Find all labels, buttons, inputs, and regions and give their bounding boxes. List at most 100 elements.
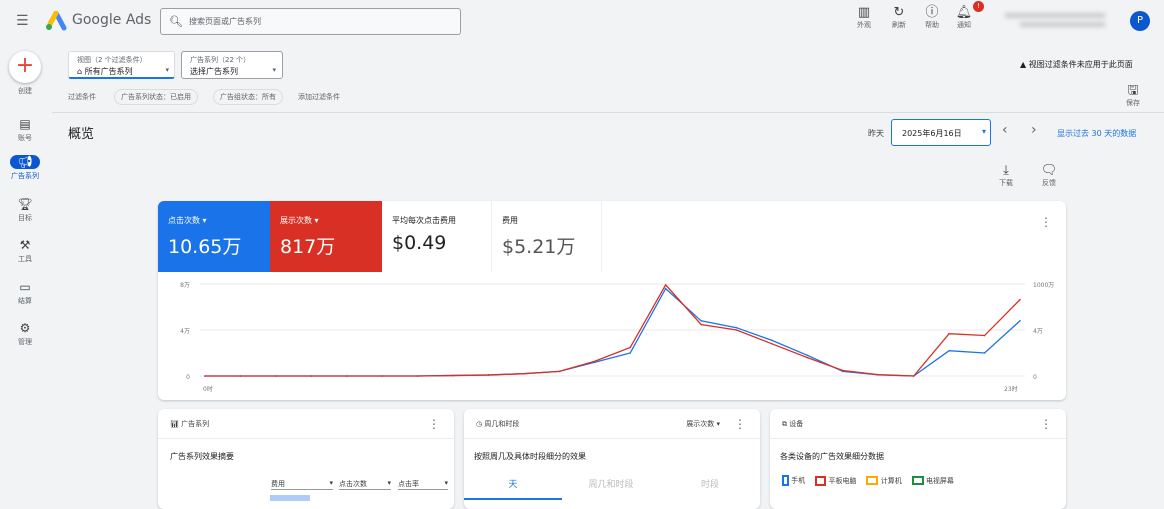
- metric-value: $5.21万: [502, 236, 576, 258]
- metric-cost[interactable]: 费用 $5.21万: [492, 201, 602, 272]
- campaign-icon: 📢︎: [10, 155, 40, 169]
- legend-computer: 计算机: [866, 476, 902, 486]
- data-point-impressions: [842, 369, 844, 372]
- sidebar-item-label: 目标: [18, 214, 32, 222]
- devices-card: ⧉ 设备 ⋮ 各类设备的广告效果细分数据 手机 平板电脑 计算机 电视屏幕: [770, 409, 1066, 509]
- metric-value: $0.49: [392, 232, 447, 254]
- sidebar-item-account[interactable]: ▤ 账号: [0, 117, 50, 143]
- metric-impressions[interactable]: 展示次数 ▾ 817万: [270, 201, 382, 272]
- right-axis-tick: 1000万: [1033, 282, 1054, 289]
- more-options-icon[interactable]: ⋮: [1040, 417, 1052, 431]
- avatar[interactable]: P: [1130, 11, 1150, 31]
- save-button[interactable]: 🖫 保存: [1119, 84, 1147, 108]
- appearance-label: 外观: [857, 21, 871, 29]
- help-button[interactable]: ⓘ 帮助: [918, 6, 946, 30]
- add-filter-link[interactable]: 添加过滤条件: [298, 93, 340, 101]
- data-point-impressions: [452, 374, 454, 377]
- notification-badge: !: [973, 1, 984, 12]
- page-title: 概览: [68, 127, 95, 142]
- more-options-icon[interactable]: ⋮: [428, 417, 440, 431]
- account-info-blurred: [1005, 13, 1105, 18]
- app-title: Google Ads: [72, 12, 152, 28]
- legend-label: 手机: [791, 476, 806, 485]
- tv-icon: [911, 476, 924, 485]
- data-point-clicks: [1019, 320, 1021, 322]
- metric-avg-cpc[interactable]: 平均每次点击费用 $0.49: [382, 201, 492, 272]
- filter-chip-adgroup-status[interactable]: 广告组状态：所有: [213, 89, 283, 105]
- data-point-clicks: [664, 287, 667, 290]
- notifications-button[interactable]: 🔔︎ 通知: [950, 6, 978, 30]
- warning-icon: ▲: [1020, 60, 1029, 69]
- tab-time[interactable]: 时段: [700, 480, 719, 490]
- data-point-impressions: [345, 375, 348, 377]
- download-icon: ⤓: [1003, 163, 1009, 178]
- view-selector[interactable]: 视图（2 个过滤条件） ⌂ 所有广告系列 ▾: [68, 51, 175, 79]
- search-placeholder: 搜索页面或广告系列: [188, 17, 261, 26]
- prev-date-button[interactable]: ‹: [1002, 122, 1008, 138]
- show-30-days-link[interactable]: 显示过去 30 天的数据: [1057, 129, 1137, 138]
- bell-icon: 🔔︎: [955, 5, 973, 20]
- data-point-impressions: [1019, 298, 1021, 301]
- computer-icon: [866, 476, 879, 485]
- feedback-icon: 🗨︎: [1040, 163, 1058, 178]
- data-point-impressions: [806, 356, 809, 359]
- data-point-impressions: [948, 332, 950, 335]
- sidebar-item-admin[interactable]: ⚙ 管理: [0, 321, 50, 347]
- data-point-clicks: [700, 320, 702, 322]
- day-time-card: ◷ 周几和时段 展示次数 ▾ ⋮ 按照周几及具体时段细分的效果 天 周几和时段 时段: [464, 409, 760, 509]
- more-options-icon[interactable]: ⋮: [734, 417, 746, 431]
- help-icon: ⓘ: [925, 5, 939, 20]
- search-icon: 🔍︎: [169, 15, 183, 28]
- home-icon: ⌂: [77, 67, 85, 76]
- data-point-impressions: [416, 375, 419, 377]
- sidebar-item-label: 账号: [18, 134, 32, 142]
- sidebar-item-label: 广告系列: [11, 172, 39, 180]
- filter-label: 过滤条件: [68, 93, 96, 101]
- feedback-button[interactable]: 🗨︎ 反馈: [1035, 164, 1063, 188]
- sidebar-item-billing[interactable]: ▭ 结算: [0, 280, 50, 306]
- sidebar-item-tools[interactable]: ⚒ 工具: [0, 238, 50, 264]
- column-select-cost[interactable]: 费用 ▾: [271, 479, 333, 490]
- metric-clicks[interactable]: 点击次数 ▾ 10.65万: [158, 201, 270, 272]
- metric-label: 平均每次点击费用: [392, 216, 456, 225]
- date-picker[interactable]: 2025年6月16日 ▾: [891, 119, 991, 146]
- filter-chip-campaign-status[interactable]: 广告系列状态：已启用: [114, 89, 198, 105]
- metric-value: 817万: [280, 236, 336, 258]
- dropdown-value: 展示次数: [686, 420, 715, 428]
- dropdown-icon: ▾: [165, 66, 169, 74]
- data-point-impressions: [593, 360, 596, 363]
- dropdown-icon: ▾: [272, 66, 276, 74]
- more-options-icon[interactable]: ⋮: [1040, 215, 1052, 229]
- refresh-label: 刷新: [892, 21, 906, 29]
- series-line-clicks: [205, 287, 1021, 377]
- create-button[interactable]: +: [9, 51, 41, 83]
- next-date-button[interactable]: ›: [1031, 122, 1037, 138]
- gear-icon: ⚙: [19, 321, 31, 335]
- column-select-ctr[interactable]: 点击率 ▾: [398, 479, 448, 490]
- tab-day-and-time[interactable]: 周几和时段: [588, 480, 634, 490]
- tab-day[interactable]: 天: [464, 475, 562, 500]
- column-select-clicks[interactable]: 点击次数 ▾: [339, 479, 391, 490]
- data-point-impressions: [204, 375, 206, 377]
- campaign-selector[interactable]: 广告系列（22 个） 选择广告系列 ▾: [181, 51, 283, 79]
- appearance-icon: ▥: [857, 5, 871, 20]
- refresh-button[interactable]: ↻ 刷新: [885, 6, 913, 30]
- appearance-button[interactable]: ▥ 外观: [850, 6, 878, 30]
- campaign-value: 选择广告系列: [190, 67, 238, 76]
- data-point-clicks: [771, 339, 773, 342]
- column-label: 点击次数: [339, 480, 367, 488]
- right-axis-tick: 4万: [1033, 328, 1043, 335]
- data-point-clicks: [983, 352, 986, 354]
- trophy-icon: 🏆︎: [17, 197, 33, 211]
- menu-icon[interactable]: ☰: [16, 13, 29, 29]
- metric-dropdown[interactable]: 展示次数 ▾: [686, 420, 720, 428]
- left-axis-tick: 4万: [180, 328, 190, 335]
- search-input[interactable]: 🔍︎ 搜索页面或广告系列: [160, 8, 461, 35]
- data-point-clicks: [948, 349, 950, 352]
- sidebar-item-goals[interactable]: 🏆︎ 目标: [0, 197, 50, 223]
- legend-tablet: 平板电脑: [815, 475, 856, 486]
- google-ads-logo-icon: [46, 11, 67, 31]
- download-label: 下载: [999, 179, 1013, 187]
- download-button[interactable]: ⤓ 下载: [992, 164, 1020, 188]
- sidebar-item-campaigns[interactable]: 📢︎ 广告系列: [0, 155, 50, 181]
